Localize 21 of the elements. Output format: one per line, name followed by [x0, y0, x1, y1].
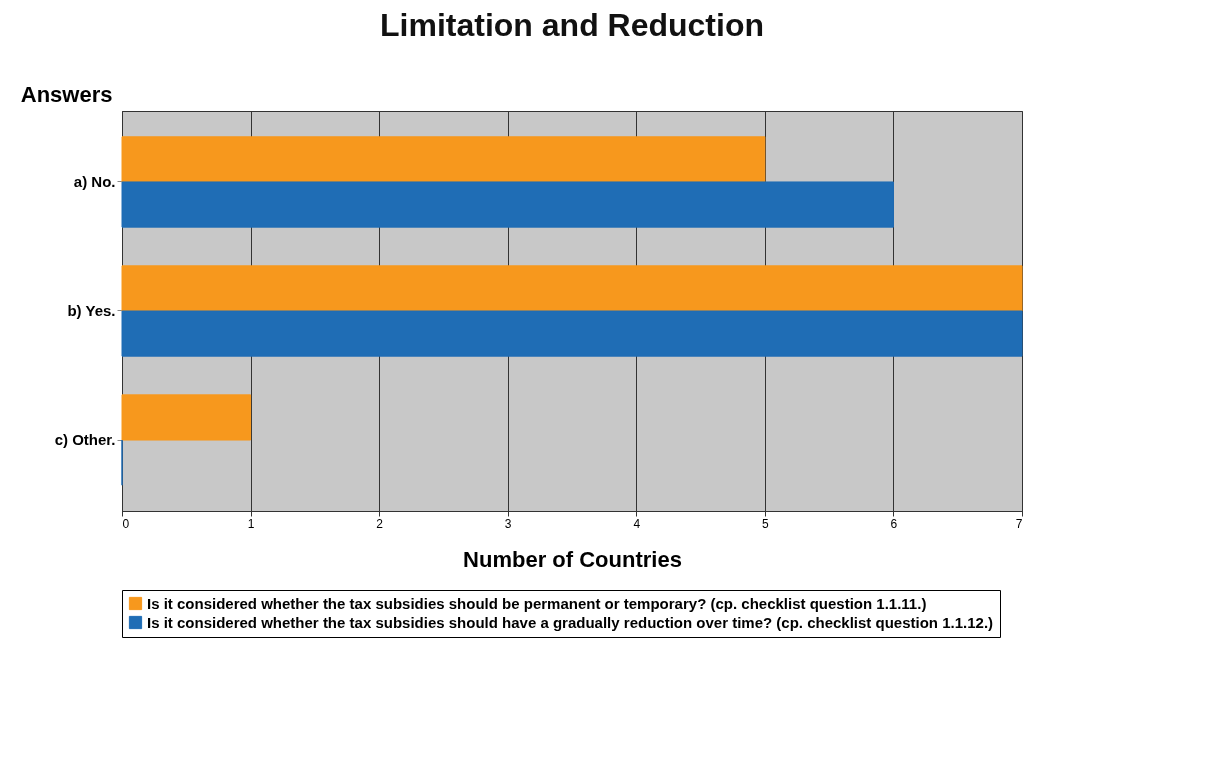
- legend-label: Is it considered whether the tax subsidies should be permanent or temporary? (cp. checklist question 1.1.11.): [147, 594, 927, 612]
- x-tick-label: 1: [247, 516, 255, 531]
- y-tick-label: c) Other.: [54, 431, 116, 449]
- y-tick-label: b) Yes.: [67, 302, 116, 319]
- bar: [121, 394, 252, 441]
- x-tick-label: 0: [122, 516, 130, 531]
- y-tick-label: a) No.: [73, 172, 116, 190]
- y-axis-title: Answers: [20, 81, 113, 107]
- x-tick-label: 7: [1015, 516, 1023, 531]
- x-tick-label: 4: [633, 516, 641, 531]
- bar: [121, 136, 766, 183]
- x-tick-label: 3: [504, 516, 512, 531]
- x-tick-label: 6: [890, 516, 898, 531]
- legend-label: Is it considered whether the tax subsidies should have a gradually reduction over time? (cp. checklist question 1.1.12.): [147, 613, 994, 631]
- bar: [121, 181, 894, 228]
- x-axis-title: Number of Countries: [463, 546, 682, 572]
- x-tick-label: 5: [762, 516, 770, 531]
- x-tick-label: 2: [376, 516, 384, 531]
- chart-title: Limitation and Reduction: [380, 7, 764, 43]
- bar: [121, 310, 1023, 357]
- bar: [121, 265, 1023, 312]
